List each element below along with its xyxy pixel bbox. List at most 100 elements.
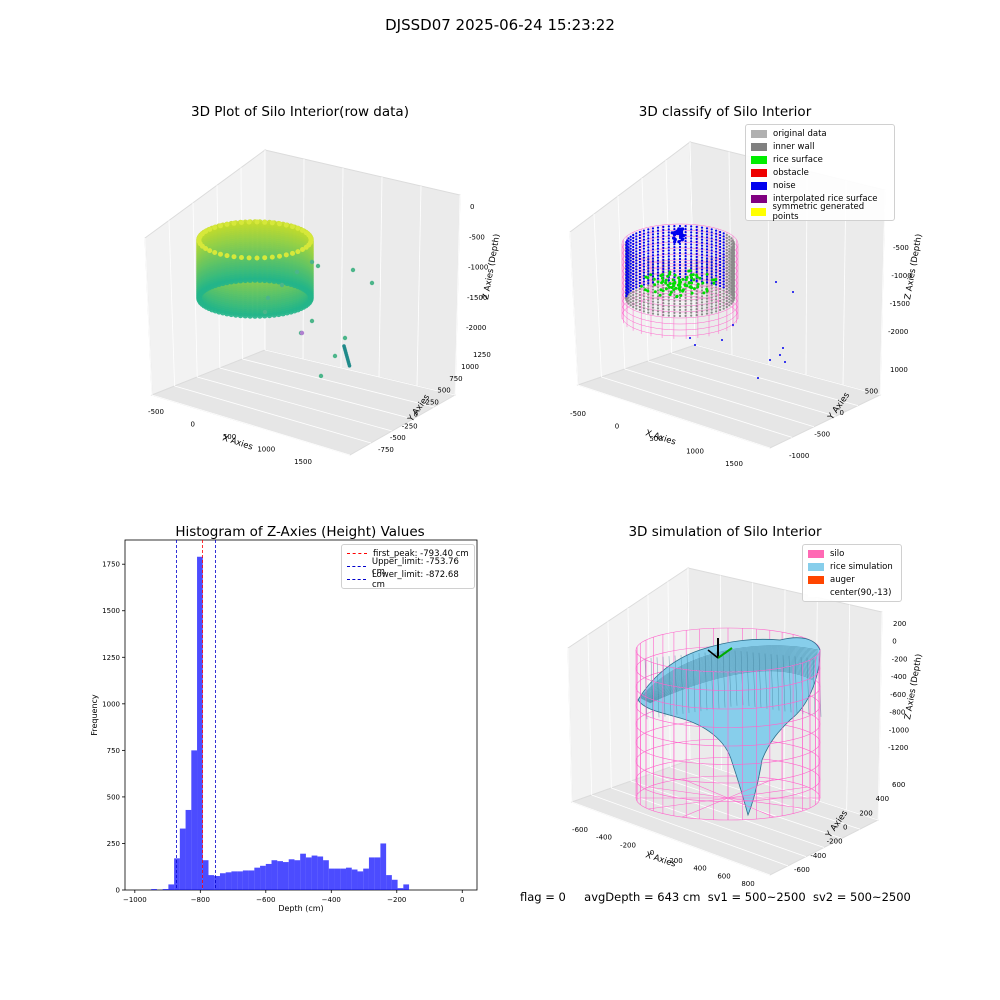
plot2-rice-point	[664, 282, 667, 285]
plot2-point	[723, 280, 725, 282]
histogram-legend-line	[347, 566, 366, 567]
plot2-point	[657, 272, 659, 274]
plot2-point	[696, 296, 698, 298]
plot2-point	[711, 285, 713, 287]
plot4-3d-axes: -600-400-2000200400600800-600-400-200020…	[500, 500, 1000, 900]
plot2-point	[635, 299, 637, 301]
plot1-point	[252, 277, 258, 283]
plot2-point	[690, 300, 692, 302]
plot2-point	[662, 265, 664, 267]
plot2-point	[701, 295, 703, 297]
plot2-point	[723, 302, 725, 304]
plot2-point	[630, 278, 632, 280]
plot2-point	[635, 241, 637, 243]
plot2-point	[723, 305, 725, 307]
plot2-point	[639, 237, 641, 239]
plot2-point	[690, 258, 692, 260]
plot2-point	[628, 258, 630, 260]
histogram-bar	[209, 875, 215, 890]
plot1-z-tick-label: 0	[470, 203, 474, 211]
plot2-point	[657, 278, 659, 280]
plot2-point	[632, 258, 634, 260]
plot2-point	[685, 243, 687, 245]
plot2-rice-point	[698, 277, 701, 280]
plot1-x-tick-label: 0	[191, 421, 195, 429]
plot1-point	[262, 255, 267, 260]
plot2-point	[652, 304, 654, 306]
plot1-point	[308, 235, 313, 240]
plot2-point	[639, 303, 641, 305]
plot2-point	[696, 253, 698, 255]
plot2-rice-point	[687, 270, 690, 273]
plot1-y-tick-label: 500	[437, 387, 450, 395]
plot2-point	[706, 286, 708, 288]
plot2-point	[719, 261, 721, 263]
plot2-point	[647, 258, 649, 260]
plot2-legend-entry: noise	[751, 179, 889, 192]
plot2-rice-point	[675, 295, 678, 298]
plot2-point	[628, 291, 630, 293]
plot2-point	[643, 260, 645, 262]
plot2-rice-point	[711, 278, 714, 281]
plot2-point	[632, 264, 634, 266]
plot2-point	[657, 227, 659, 229]
plot2-point	[652, 260, 654, 262]
plot2-rice-point	[668, 273, 671, 276]
plot2-point	[643, 292, 645, 294]
plot2-point	[652, 272, 654, 274]
plot2-noise-point	[757, 377, 759, 379]
plot2-point	[643, 239, 645, 241]
plot1-point	[225, 253, 230, 258]
plot2-point	[668, 243, 670, 245]
plot2-point	[639, 243, 641, 245]
plot2-point	[719, 279, 721, 281]
histogram-bar	[260, 866, 266, 890]
plot2-point	[632, 252, 634, 254]
plot2-point	[668, 231, 670, 233]
plot2-point	[668, 264, 670, 266]
plot2-point	[728, 295, 730, 297]
plot2-point	[632, 261, 634, 263]
histogram-bar	[403, 884, 409, 890]
plot2-point	[728, 304, 730, 306]
plot2-rice-point	[661, 280, 664, 283]
plot2-point	[723, 268, 725, 270]
plot2-point	[685, 261, 687, 263]
plot2-point	[657, 289, 659, 291]
plot2-point	[715, 260, 717, 262]
plot2-point	[728, 298, 730, 300]
plot2-point	[711, 273, 713, 275]
plot2-point	[652, 295, 654, 297]
plot2-point	[711, 312, 713, 314]
plot2-point	[723, 286, 725, 288]
plot2-x-tick-label: 1000	[686, 448, 704, 456]
plot2-point	[647, 279, 649, 281]
plot2-point	[647, 309, 649, 311]
plot1-point	[267, 313, 273, 319]
plot1-x-tick-label: 1500	[294, 458, 312, 466]
plot2-point	[726, 234, 728, 236]
plot2-point	[715, 236, 717, 238]
plot2-point	[657, 257, 659, 259]
plot2-point	[728, 236, 730, 238]
plot2-point	[701, 242, 703, 244]
plot2-point	[662, 253, 664, 255]
plot2-point	[628, 237, 630, 239]
plot2-point	[679, 267, 681, 269]
plot1-point	[218, 252, 223, 257]
plot2-point	[701, 251, 703, 253]
plot2-point	[668, 237, 670, 239]
plot2-point	[685, 294, 687, 296]
plot2-point	[668, 234, 670, 236]
plot2-point	[652, 313, 654, 315]
plot2-point	[632, 294, 634, 296]
plot2-point	[643, 236, 645, 238]
plot2-point	[643, 310, 645, 312]
plot2-point	[630, 260, 632, 262]
plot2-noise-point	[680, 232, 683, 235]
plot2-point	[643, 295, 645, 297]
plot2-noise-point	[775, 281, 777, 283]
plot2-point	[696, 293, 698, 295]
plot2-point	[635, 305, 637, 307]
plot2-point	[662, 232, 664, 234]
